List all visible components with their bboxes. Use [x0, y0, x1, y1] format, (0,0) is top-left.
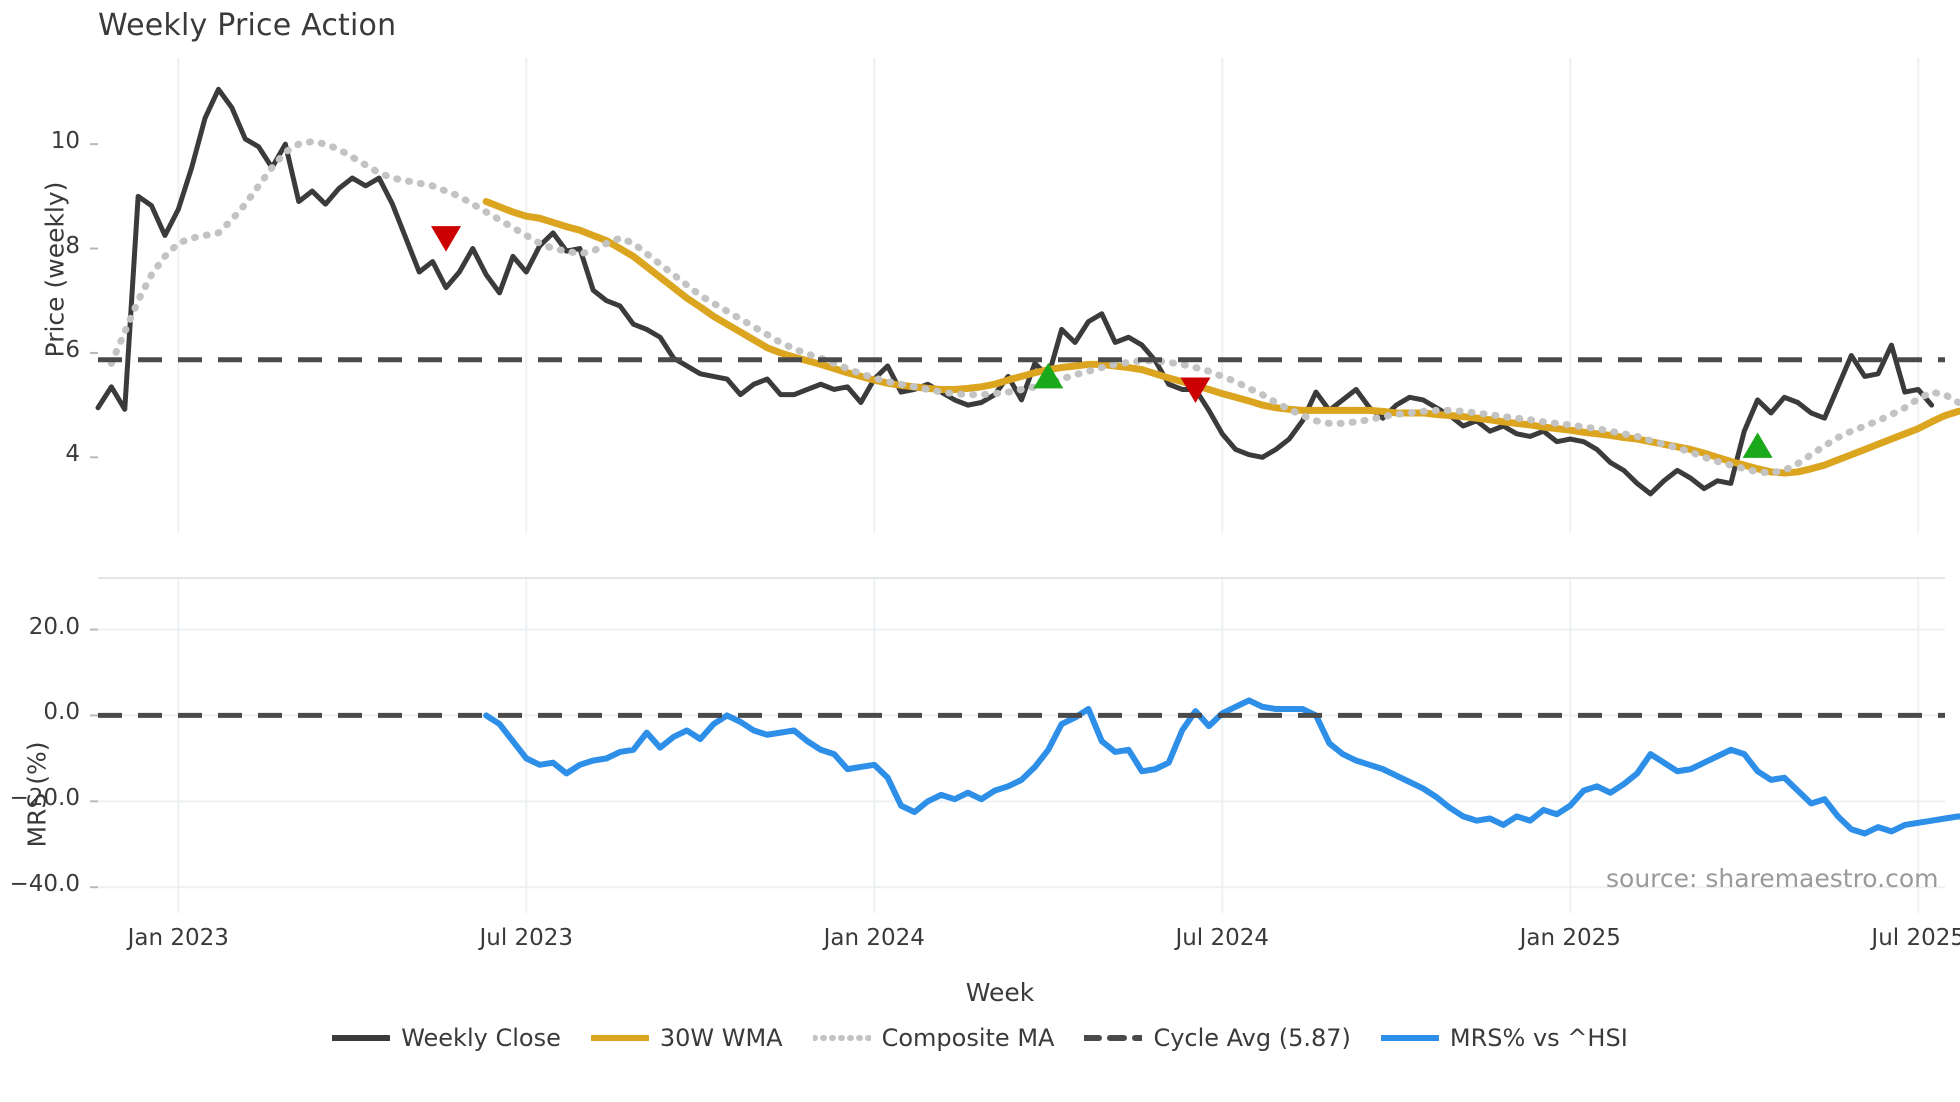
legend-label-3: Cycle Avg (5.87)	[1153, 1024, 1351, 1052]
ytick-price-0: 10	[50, 128, 80, 155]
buy-signal-marker-3	[1742, 432, 1773, 458]
legend-item-cycle-avg-5-87[interactable]: Cycle Avg (5.87)	[1084, 1024, 1351, 1052]
chart-legend: Weekly Close 30W WMA Composite MA Cycle Avg…	[0, 1024, 1960, 1052]
ytick-mrs-3: −40.0	[9, 871, 80, 898]
legend-swatch-1	[590, 1035, 649, 1041]
ytick-mrs-2: −20.0	[9, 785, 80, 812]
legend-item-30w-wma[interactable]: 30W WMA	[590, 1024, 783, 1052]
legend-label-1: 30W WMA	[659, 1024, 783, 1052]
xtick-1: Jul 2023	[479, 925, 574, 951]
legend-label-0: Weekly Close	[401, 1024, 561, 1052]
legend-label-2: Composite MA	[881, 1024, 1055, 1052]
legend-swatch-4	[1380, 1035, 1439, 1041]
ytick-price-3: 4	[65, 441, 80, 468]
legend-swatch-3	[1084, 1035, 1143, 1041]
legend-item-weekly-close[interactable]: Weekly Close	[332, 1024, 561, 1052]
legend-item-composite-ma[interactable]: Composite MA	[812, 1024, 1055, 1052]
series-30w-wma	[482, 198, 1960, 477]
legend-label-4: MRS% vs ^HSI	[1449, 1024, 1628, 1052]
legend-item-mrs-vs-hsi[interactable]: MRS% vs ^HSI	[1380, 1024, 1628, 1052]
buy-signal-marker-1	[1033, 362, 1064, 389]
ytick-price-1: 8	[65, 232, 80, 259]
series-composite-ma	[107, 138, 1960, 477]
page-title: Weekly Price Action	[98, 8, 397, 43]
xtick-0: Jan 2023	[127, 925, 229, 951]
legend-swatch-0	[332, 1035, 391, 1041]
sell-signal-marker-0	[430, 226, 461, 252]
ytick-mrs-0: 20.0	[28, 613, 80, 640]
series-weekly-close	[95, 86, 1935, 497]
sell-signal-marker-2	[1180, 377, 1211, 403]
xtick-4: Jan 2025	[1519, 925, 1621, 951]
ytick-price-2: 6	[65, 336, 80, 363]
ytick-mrs-1: 0.0	[43, 699, 80, 726]
xtick-2: Jan 2024	[823, 925, 925, 951]
xtick-5: Jul 2025	[1871, 925, 1960, 951]
legend-swatch-2	[812, 1035, 871, 1041]
series-mrs-vs-hsi	[483, 697, 1960, 837]
xtick-3: Jul 2024	[1175, 925, 1270, 951]
x-axis-label: Week	[965, 978, 1035, 1007]
source-watermark: source: sharemaestro.com	[1606, 864, 1939, 893]
